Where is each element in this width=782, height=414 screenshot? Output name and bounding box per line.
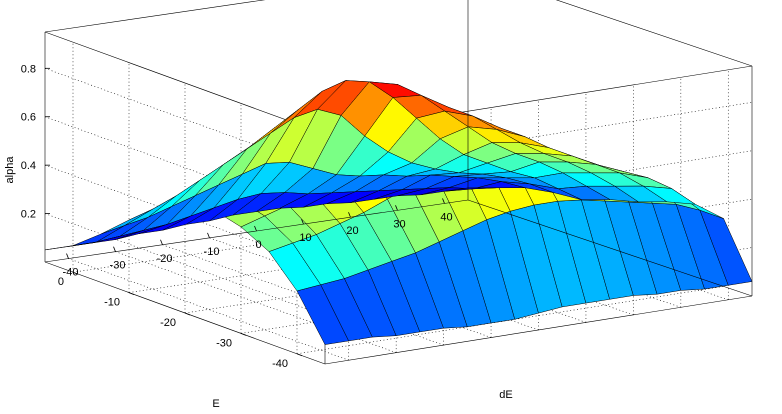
- x-tick-mark: [301, 218, 304, 225]
- y-tick-label: -40: [272, 358, 288, 370]
- x-tick-label: -10: [204, 246, 220, 258]
- x-tick-label: 30: [393, 218, 405, 230]
- x-tick-mark: [113, 246, 116, 252]
- z-tick-label: 0.8: [21, 63, 36, 75]
- axis-edge: [555, 0, 753, 67]
- z-grid-line: [44, 116, 326, 220]
- z-grid-line: [44, 68, 326, 171]
- x-tick-mark: [395, 205, 398, 211]
- axes-front: [44, 0, 753, 357]
- z-tick-label: 0.4: [21, 160, 36, 172]
- y-tick-mark: [240, 333, 247, 336]
- y-tick-label: 0: [58, 276, 64, 288]
- x-tick-label: 0: [255, 239, 261, 251]
- y-tick-label: -30: [216, 337, 232, 349]
- x-tick-label: -40: [63, 267, 79, 279]
- x-tick-label: 40: [440, 211, 452, 223]
- z-grid-line: [44, 164, 326, 268]
- y-tick-label: -10: [104, 297, 120, 309]
- x-tick-label: 20: [346, 225, 358, 237]
- x-tick-mark: [207, 232, 210, 239]
- x-tick-label: 10: [299, 232, 311, 244]
- axis-edge: [44, 31, 326, 135]
- y-tick-label: -20: [160, 317, 176, 329]
- x-tick-label: -20: [157, 253, 173, 265]
- x-tick-mark: [442, 198, 445, 204]
- y-axis-label: E: [212, 398, 219, 410]
- y-tick-mark: [184, 312, 191, 316]
- x-tick-label: -30: [110, 260, 126, 272]
- x-grid-line: [68, 258, 349, 361]
- y-tick-mark: [72, 271, 79, 275]
- surface: [44, 80, 753, 345]
- y-tick-mark: [128, 292, 135, 295]
- y-tick-mark: [296, 353, 303, 357]
- x-tick-mark: [348, 212, 351, 218]
- tick-labels: 0.20.40.60.8-40-30-20-100-40-30-20-10010…: [21, 63, 453, 369]
- z-tick-label: 0.6: [21, 112, 36, 124]
- z-grid-line: [44, 213, 326, 316]
- z-axis-label: alpha: [4, 156, 16, 184]
- axis-edge: [44, 0, 266, 33]
- x-tick-mark: [254, 225, 257, 232]
- x-tick-mark: [66, 253, 69, 259]
- x-axis-label: dE: [499, 389, 512, 401]
- z-tick-label: 0.2: [21, 209, 36, 221]
- x-tick-mark: [160, 239, 163, 245]
- axis-edge: [467, 199, 753, 297]
